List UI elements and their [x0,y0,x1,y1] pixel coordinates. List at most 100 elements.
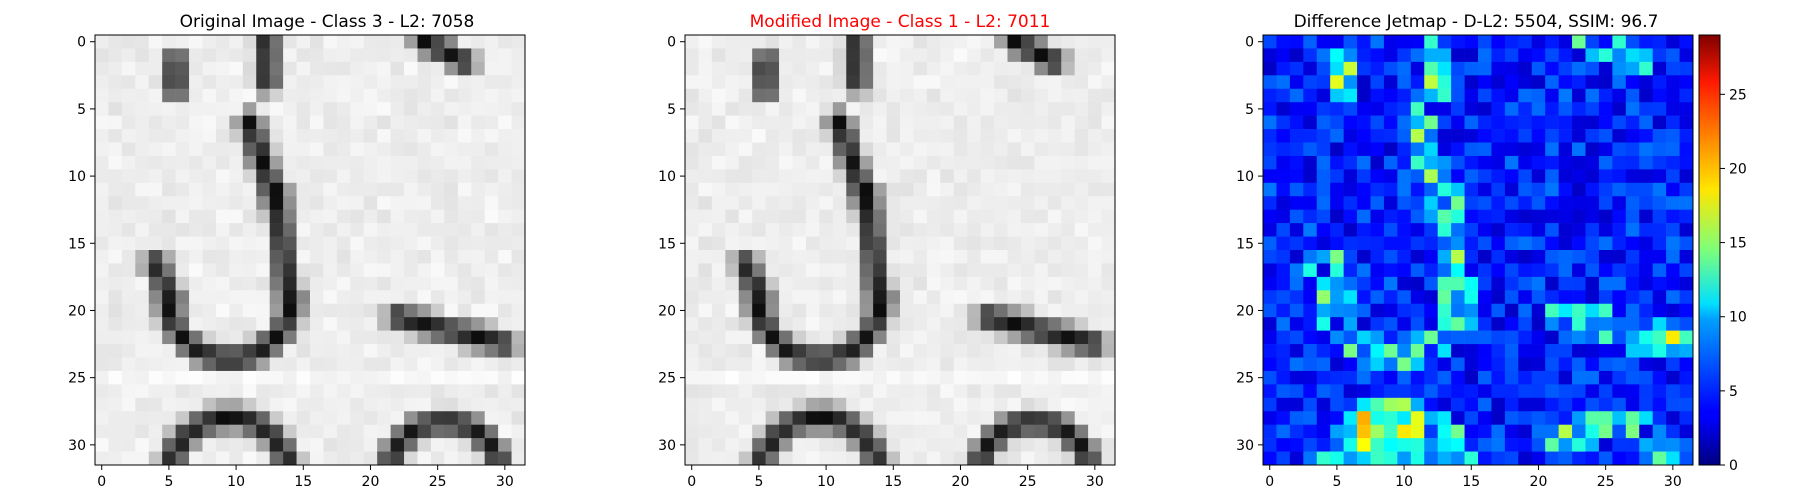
pixel [471,411,485,425]
pixel [471,35,485,49]
pixel [243,331,257,345]
pixel [1344,411,1358,425]
pixel [725,223,739,237]
pixel [1680,371,1694,385]
pixel [1088,210,1102,224]
pixel [391,277,405,291]
pixel [779,344,793,358]
pixel [1075,263,1089,277]
pixel [1276,102,1290,116]
pixel [122,250,136,264]
pixel [1384,48,1398,62]
pixel [967,116,981,130]
pixel [1048,358,1062,372]
pixel [1666,169,1680,183]
pixel [860,223,874,237]
pixel [846,438,860,452]
pixel [1599,210,1613,224]
pixel [1438,89,1452,103]
pixel [927,452,941,466]
pixel [1397,411,1411,425]
pixel [229,116,243,130]
pixel [1424,344,1438,358]
pixel [364,75,378,89]
pixel [270,263,284,277]
pixel [766,263,780,277]
pixel [270,344,284,358]
pixel [739,290,753,304]
pixel [1545,223,1559,237]
pixel [256,371,270,385]
pixel [512,290,526,304]
pixel [833,75,847,89]
pixel [418,116,432,130]
pixel [819,156,833,170]
pixel [1357,304,1371,318]
pixel [444,196,458,210]
pixel [1102,116,1116,130]
pixel [793,398,807,412]
pixel [1532,317,1546,331]
pixel [793,331,807,345]
pixel [900,263,914,277]
pixel [685,398,699,412]
pixel [203,89,217,103]
pixel [377,331,391,345]
pixel [1317,143,1331,157]
pixel [806,116,820,130]
pixel [458,48,472,62]
pixel [404,237,418,251]
pixel [1008,48,1022,62]
pixel [471,358,485,372]
pixel [752,129,766,143]
pixel [95,35,109,49]
pixel [739,102,753,116]
pixel [833,358,847,372]
pixel [1572,196,1586,210]
pixel [1680,344,1694,358]
pixel [203,143,217,157]
pixel [739,62,753,76]
pixel [270,116,284,130]
pixel [256,129,270,143]
pixel [404,398,418,412]
pixel [819,411,833,425]
pixel [981,169,995,183]
pixel [1639,129,1653,143]
pixel [216,263,230,277]
pixel [149,304,163,318]
pixel [485,35,499,49]
pixel [1478,411,1492,425]
pixel [1021,304,1035,318]
pixel [1424,290,1438,304]
pixel [458,384,472,398]
pixel [404,344,418,358]
pixel [833,169,847,183]
pixel [1263,317,1277,331]
pixel [391,411,405,425]
pixel [444,290,458,304]
pixel [364,156,378,170]
pixel [1021,290,1035,304]
pixel [243,62,257,76]
pixel [485,358,499,372]
pixel [1680,183,1694,197]
pixel [766,344,780,358]
pixel [1397,169,1411,183]
pixel [323,452,337,466]
pixel [431,438,445,452]
pixel [135,48,149,62]
pixel [350,156,364,170]
pixel [1290,143,1304,157]
pixel [1263,75,1277,89]
pixel [967,331,981,345]
pixel [1612,116,1626,130]
pixel [270,62,284,76]
pixel [806,35,820,49]
x-tick-label: 5 [164,474,173,490]
pixel [1088,143,1102,157]
pixel [1088,35,1102,49]
pixel [1586,169,1600,183]
pixel [1465,223,1479,237]
pixel [458,210,472,224]
